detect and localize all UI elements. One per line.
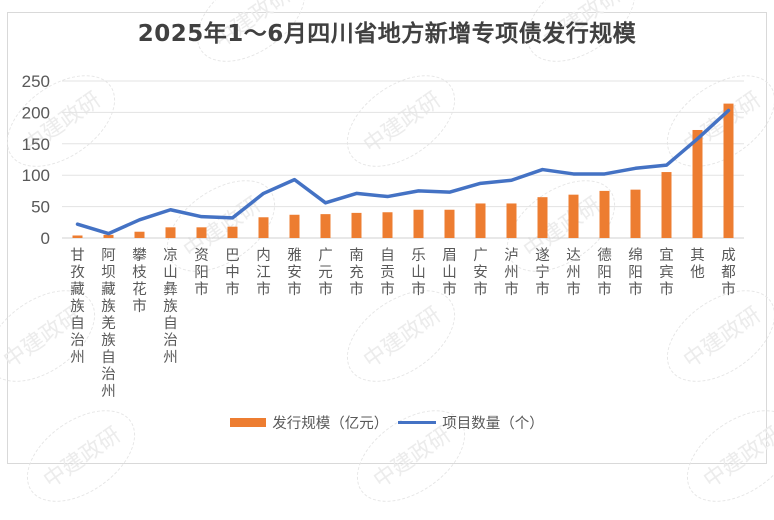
bar[interactable] [692, 129, 703, 238]
bar[interactable] [258, 217, 269, 238]
x-tick-label: 宜宾市 [659, 248, 674, 298]
x-tick-label: 内江市 [256, 248, 271, 298]
x-tick-label: 甘孜藏族自治州 [70, 248, 85, 366]
bar[interactable] [196, 227, 207, 238]
x-tick-label: 德阳市 [597, 248, 612, 298]
bar[interactable] [630, 189, 641, 238]
bar[interactable] [72, 235, 83, 238]
legend-item-line[interactable]: 项目数量（个） [398, 412, 544, 433]
y-tick-label: 200 [22, 103, 50, 122]
bar[interactable] [599, 190, 610, 238]
y-tick-label: 150 [22, 135, 50, 154]
bar-swatch-icon [230, 418, 267, 427]
legend-bar-label: 发行规模（亿元） [272, 416, 389, 432]
y-tick-label: 50 [31, 198, 50, 217]
bar[interactable] [134, 231, 145, 238]
x-tick-label: 南充市 [349, 248, 364, 298]
x-tick-label: 眉山市 [442, 248, 457, 298]
x-tick-label: 绵阳市 [628, 248, 643, 298]
bar[interactable] [382, 212, 393, 238]
line-series[interactable] [75, 108, 731, 236]
bar[interactable] [568, 194, 579, 238]
plot-area: 0 50 100 150 200 250 [22, 72, 744, 248]
legend: 发行规模（亿元） 项目数量（个） [0, 412, 774, 433]
x-tick-label: 达州市 [566, 248, 581, 298]
y-tick-label: 100 [22, 166, 50, 185]
bar[interactable] [351, 212, 362, 238]
x-tick-label: 泸州市 [504, 248, 519, 298]
x-tick-label: 其他 [690, 248, 705, 281]
bar[interactable] [506, 203, 517, 238]
bar[interactable] [723, 103, 734, 238]
bar[interactable] [227, 226, 238, 238]
bar[interactable] [165, 227, 176, 238]
bar[interactable] [661, 172, 672, 238]
x-tick-label: 广安市 [473, 248, 488, 298]
bar[interactable] [537, 197, 548, 238]
x-tick-label: 巴中市 [225, 248, 240, 298]
bar[interactable] [320, 214, 331, 238]
y-tick-label: 250 [22, 72, 50, 91]
x-tick-label: 阿坝藏族羌族自治州 [101, 248, 116, 400]
x-tick-label: 攀枝花市 [132, 248, 147, 315]
bar[interactable] [413, 209, 424, 238]
x-tick-label: 资阳市 [194, 248, 209, 298]
x-tick-label: 遂宁市 [535, 248, 550, 298]
x-tick-label: 雅安市 [287, 248, 302, 298]
bar[interactable] [475, 203, 486, 238]
bar[interactable] [289, 214, 300, 238]
bar[interactable] [444, 209, 455, 238]
bar[interactable] [103, 234, 114, 238]
x-tick-label: 乐山市 [411, 248, 426, 298]
x-tick-label: 凉山彝族自治州 [163, 248, 178, 366]
y-tick-label: 0 [41, 229, 50, 248]
line-swatch-icon [398, 421, 437, 424]
x-tick-label: 广元市 [318, 248, 333, 298]
x-tick-label: 自贡市 [380, 248, 395, 298]
x-tick-label: 成都市 [721, 248, 736, 298]
legend-item-bar[interactable]: 发行规模（亿元） [230, 412, 388, 433]
legend-line-label: 项目数量（个） [442, 416, 544, 432]
chart-title: 2025年1～6月四川省地方新增专项债发行规模 [137, 21, 637, 47]
